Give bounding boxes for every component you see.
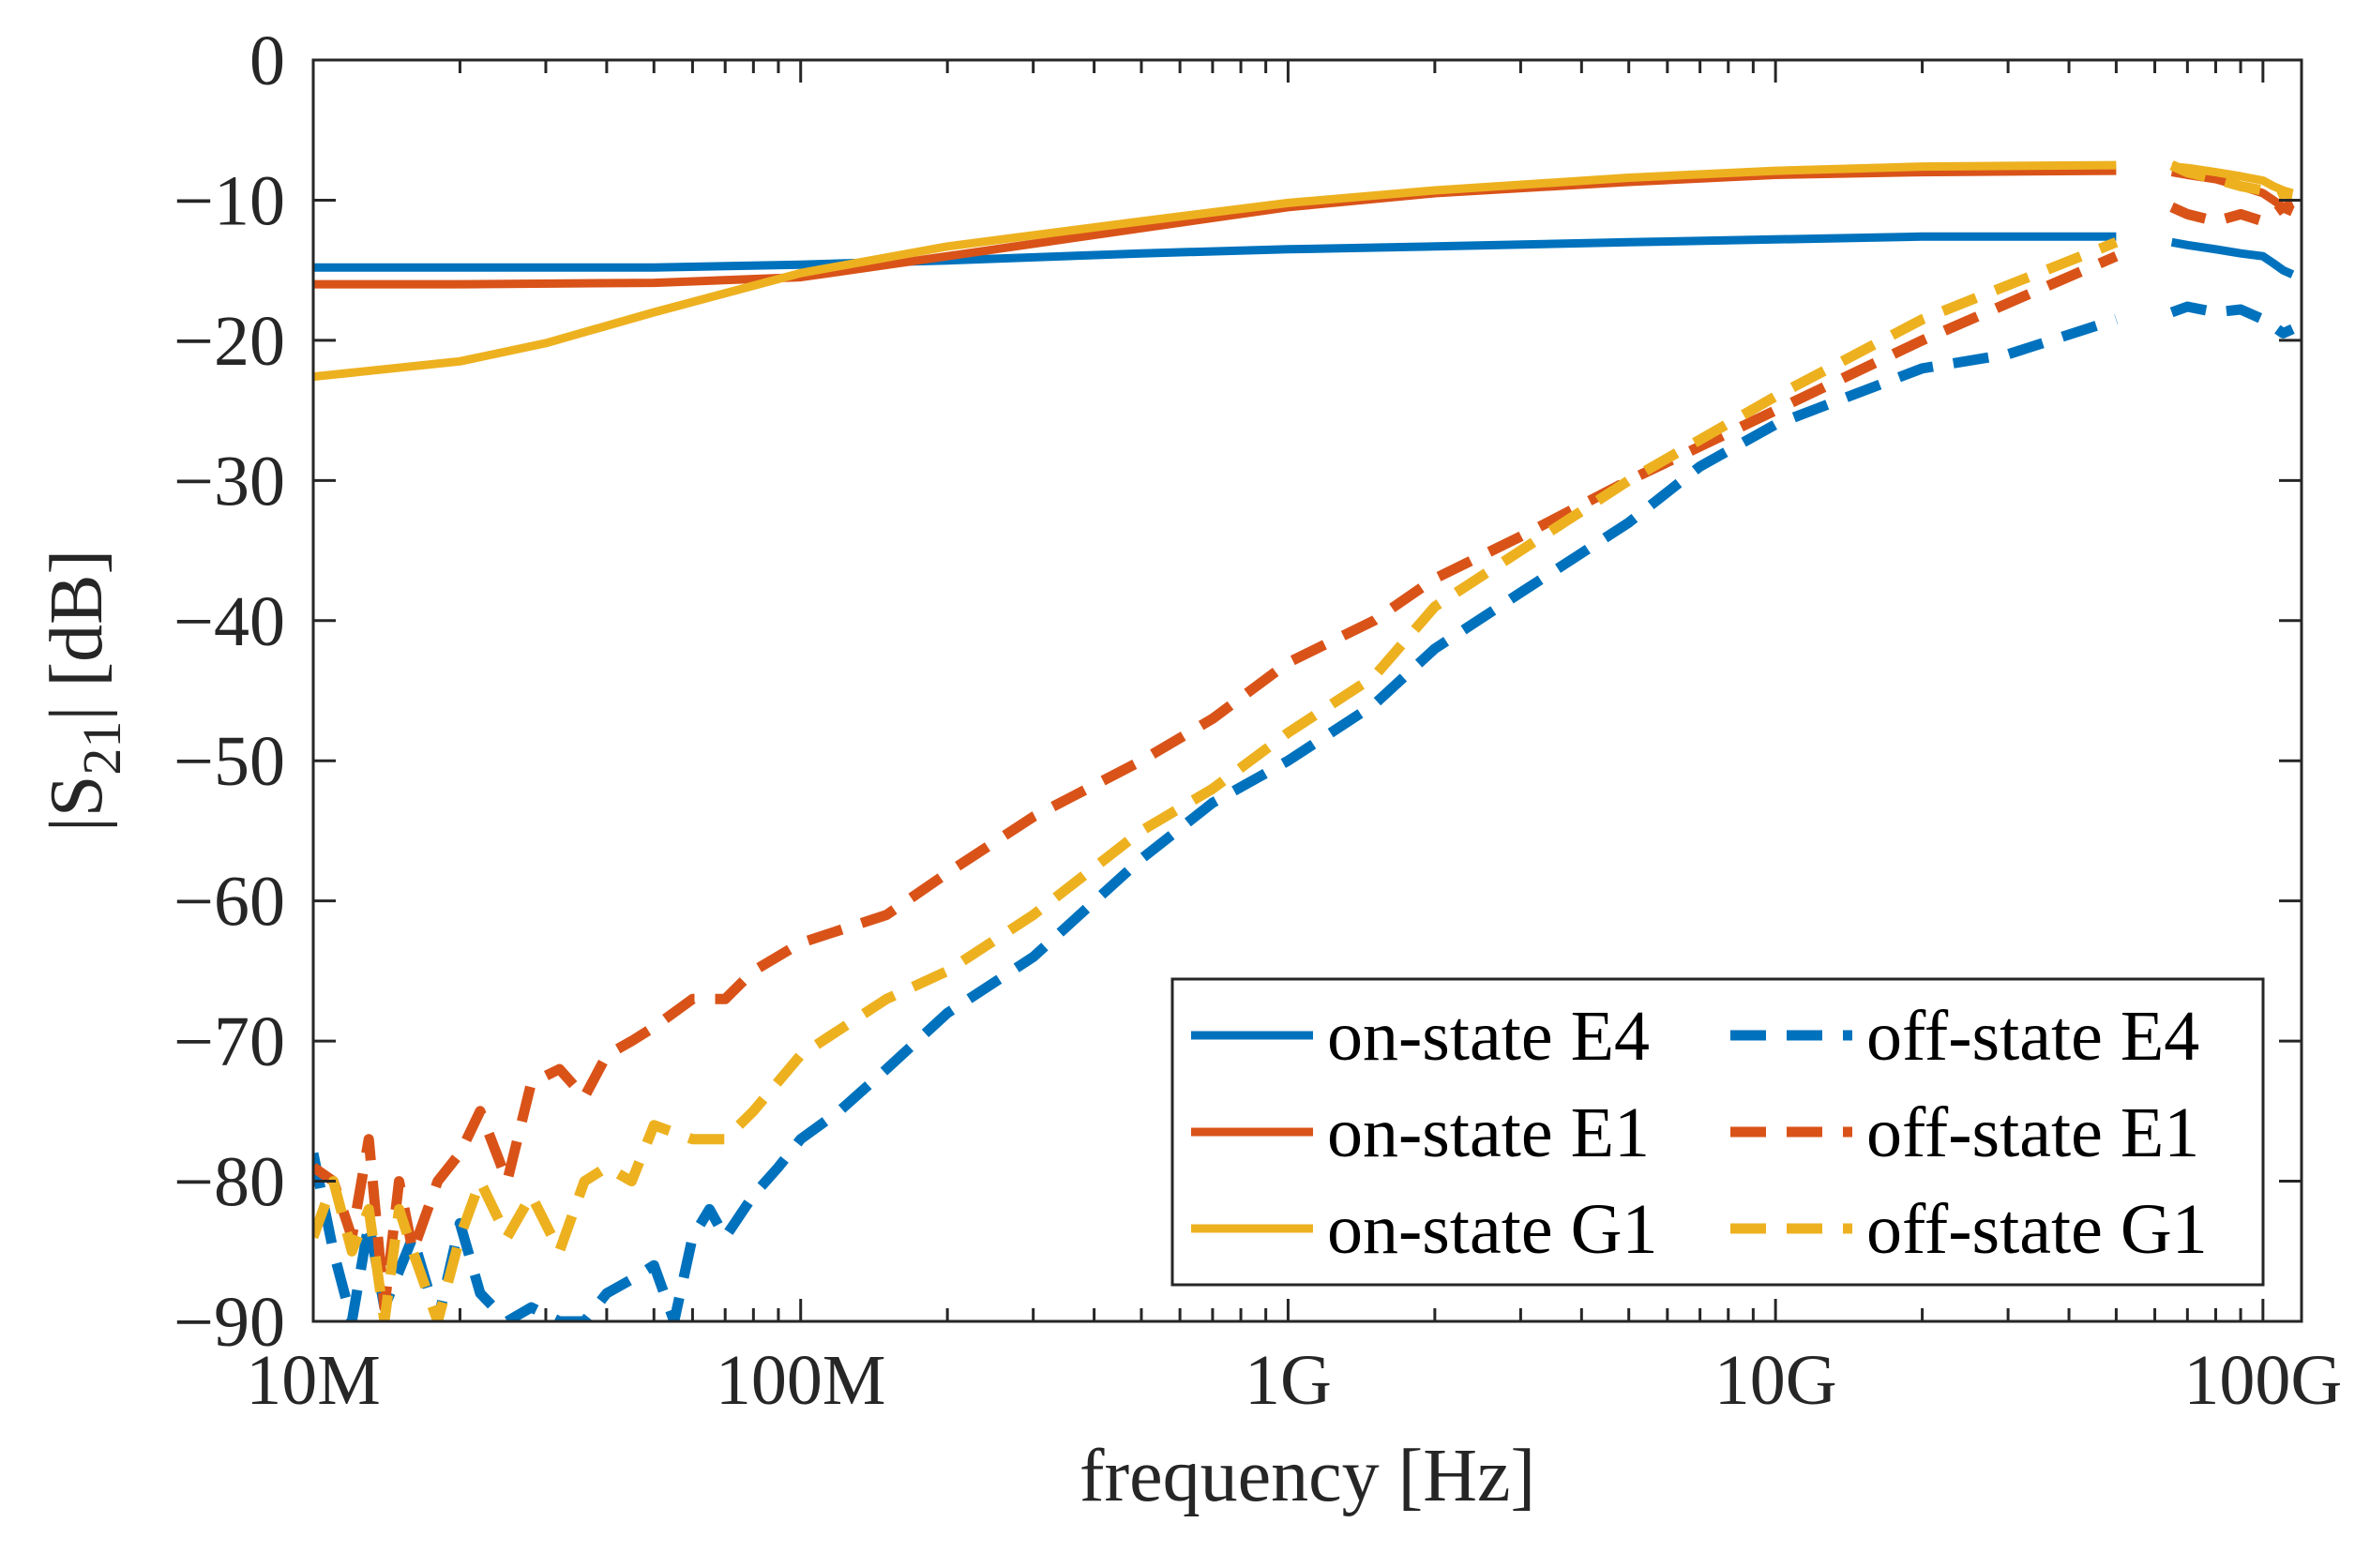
y-axis-title: |S21| [dB] (36, 550, 132, 832)
legend-entry-off-state-e1: off-state E1 (1730, 1093, 2199, 1172)
legend-label: off-state G1 (1866, 1190, 2208, 1269)
series-off-state-g1 (313, 160, 2294, 1321)
series-line-on-state-e1-1 (313, 166, 2117, 289)
y-axis-title-subscript: 21 (71, 721, 132, 776)
series-on-state-e4 (313, 232, 2295, 279)
y-tick-label: 0 (249, 22, 285, 100)
legend-box (1170, 977, 2265, 1287)
y-tick-label: −50 (174, 722, 285, 801)
y-tick-label: −80 (174, 1143, 285, 1222)
x-tick-label: 1G (1245, 1341, 1332, 1420)
legend-label: on-state E1 (1327, 1093, 1650, 1172)
y-axis-title-tail: | [dB] (36, 550, 118, 721)
y-axis-title-main: |S (36, 776, 118, 833)
legend-entry-off-state-g1: off-state G1 (1730, 1190, 2208, 1269)
plot-frame (311, 58, 2303, 1323)
series-line-off-state-g1-2 (2169, 160, 2294, 203)
legend-label: off-state E1 (1866, 1093, 2199, 1172)
series-line-on-state-e4-1 (313, 232, 2117, 272)
y-tick-label: −20 (174, 302, 285, 381)
legend-entry-on-state-e1: on-state E1 (1191, 1093, 1650, 1172)
legend-entry-on-state-g1: on-state G1 (1191, 1190, 1657, 1269)
series-line-off-state-e4-1 (313, 314, 2119, 1321)
legend-label: on-state G1 (1327, 1190, 1657, 1269)
legend-entry-off-state-e4: off-state E4 (1730, 997, 2199, 1076)
legend: on-state E4 on-state E1 on-state G1 off-sta… (1170, 977, 2265, 1287)
series-layer (313, 160, 2295, 1321)
series-line-off-state-e1-2 (2169, 202, 2295, 227)
x-tick-label: 10M (246, 1341, 381, 1420)
x-axis-title: frequency [Hz] (1079, 1435, 1535, 1517)
x-tick-label: 100M (716, 1341, 886, 1420)
legend-label: on-state E4 (1327, 997, 1650, 1076)
y-tick-label: −60 (174, 863, 285, 942)
y-tick-label: −30 (174, 442, 285, 520)
series-line-on-state-e4-2 (2170, 237, 2295, 279)
x-tick-label: 10G (1714, 1341, 1837, 1420)
y-tick-label: −40 (174, 582, 285, 661)
axes: 10M 100M 1G 10G 100G 0 −10 −20 −30 −40 −50 −60 −70 −8… (36, 22, 2342, 1517)
x-tick-label: 100G (2183, 1341, 2342, 1420)
series-line-on-state-g1-1 (313, 160, 2117, 382)
series-line-off-state-g1-1 (313, 237, 2119, 1321)
y-tick-label: −90 (174, 1283, 285, 1362)
y-tick-label: −10 (174, 161, 285, 240)
legend-label: off-state E4 (1866, 997, 2199, 1076)
series-off-state-e4 (313, 301, 2295, 1321)
legend-entry-on-state-e4: on-state E4 (1191, 997, 1650, 1076)
series-line-off-state-e4-2 (2169, 301, 2295, 339)
y-tick-label: −70 (174, 1003, 285, 1081)
